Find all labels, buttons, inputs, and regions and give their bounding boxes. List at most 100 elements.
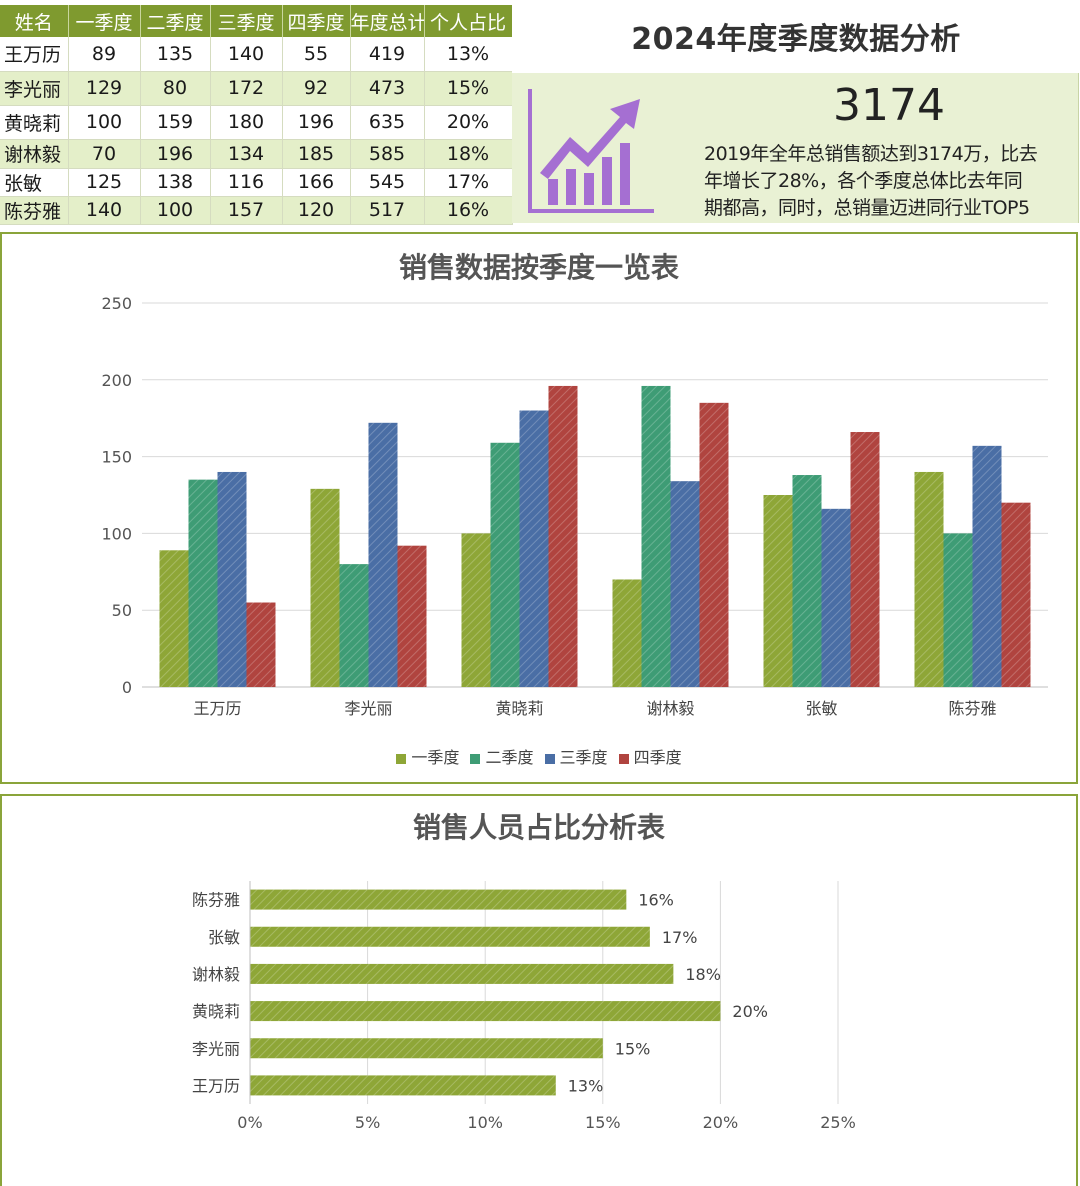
header-share[interactable]: 个人占比 — [424, 5, 513, 37]
cell-q3[interactable]: 116 — [210, 168, 283, 197]
cell-q3[interactable]: 134 — [210, 139, 283, 169]
chart-legend: 一季度 二季度 三季度 四季度 — [2, 744, 1076, 768]
cell-q4[interactable]: 120 — [282, 196, 351, 225]
table-row: 谢林毅 70 196 134 185 585 18% — [0, 139, 513, 169]
cell-q4[interactable]: 92 — [282, 71, 351, 106]
data-label: 18% — [685, 965, 721, 984]
x-tick-label: 黄晓莉 — [495, 699, 543, 718]
bar-texture — [217, 471, 247, 687]
bar-texture — [461, 533, 491, 687]
cell-q1[interactable]: 129 — [68, 71, 141, 106]
cell-share[interactable]: 13% — [424, 37, 513, 72]
legend-label: 一季度 — [411, 748, 460, 767]
cell-q2[interactable]: 100 — [140, 196, 211, 225]
cell-name[interactable]: 李光丽 — [0, 71, 69, 106]
legend-item[interactable]: 二季度 — [470, 744, 533, 768]
cell-q3[interactable]: 172 — [210, 71, 283, 106]
table-row: 张敏 125 138 116 166 545 17% — [0, 168, 513, 197]
cell-name[interactable]: 陈芬雅 — [0, 196, 69, 225]
legend-item[interactable]: 一季度 — [396, 744, 459, 768]
header-q4[interactable]: 四季度 — [282, 5, 351, 37]
x-tick-label: 5% — [355, 1113, 380, 1132]
cell-q1[interactable]: 125 — [68, 168, 141, 197]
cell-total[interactable]: 473 — [350, 71, 425, 106]
x-tick-label: 25% — [820, 1113, 856, 1132]
bar-texture — [699, 402, 729, 687]
summary-description: 2019年全年总销售额达到3174万，比去 年增长了28%，各个季度总体比去年同… — [704, 143, 1038, 219]
bar-texture — [763, 495, 793, 687]
cell-q4[interactable]: 166 — [282, 168, 351, 197]
x-tick-label: 15% — [585, 1113, 621, 1132]
bar-texture — [159, 550, 189, 687]
legend-label: 二季度 — [485, 748, 534, 767]
y-tick-label: 50 — [112, 601, 132, 620]
cell-q4[interactable]: 196 — [282, 105, 351, 140]
bar-texture — [850, 432, 880, 687]
cell-total[interactable]: 585 — [350, 139, 425, 169]
sales-data-table: 姓名 一季度 二季度 三季度 四季度 年度总计 个人占比 王万历 89 135 … — [0, 5, 513, 225]
quarterly-bar-chart: 0 50 100 150 200 250 王万历 李光丽 黄晓莉 谢林毅 张敏 陈芬雅 — [101, 294, 1048, 718]
bar-texture — [821, 508, 851, 687]
cell-q1[interactable]: 100 — [68, 105, 141, 140]
x-tick-label: 张敏 — [805, 699, 837, 718]
x-tick-label: 陈芬雅 — [948, 699, 996, 718]
cell-total[interactable]: 545 — [350, 168, 425, 197]
data-label: 16% — [638, 891, 674, 910]
legend-item[interactable]: 四季度 — [618, 744, 682, 768]
y-tick-label: 李光丽 — [192, 1039, 240, 1058]
cell-q2[interactable]: 138 — [140, 168, 211, 197]
bar-texture — [1001, 502, 1031, 687]
summary-body: 3174 2019年全年总销售额达到3174万，比去 年增长了28%，各个季度总… — [512, 73, 1079, 223]
cell-total[interactable]: 517 — [350, 196, 425, 225]
bar-texture — [310, 488, 340, 687]
cell-name[interactable]: 王万历 — [0, 37, 69, 72]
header-q3[interactable]: 三季度 — [210, 5, 283, 37]
share-bar-chart: 0% 5% 10% 15% 20% 25% 陈芬雅 16% 张敏 17% 谢林毅 18% 黄晓莉 20% 李… — [192, 881, 856, 1132]
cell-q2[interactable]: 80 — [140, 71, 211, 106]
cell-q2[interactable]: 196 — [140, 139, 211, 169]
cell-share[interactable]: 18% — [424, 139, 513, 169]
legend-swatch — [470, 753, 481, 764]
total-sales-number: 3174 — [833, 80, 945, 131]
bar-texture — [250, 1075, 556, 1096]
cell-q2[interactable]: 159 — [140, 105, 211, 140]
cell-q1[interactable]: 70 — [68, 139, 141, 169]
cell-share[interactable]: 17% — [424, 168, 513, 197]
cell-q3[interactable]: 140 — [210, 37, 283, 72]
cell-share[interactable]: 16% — [424, 196, 513, 225]
x-tick-label: 20% — [703, 1113, 739, 1132]
cell-q2[interactable]: 135 — [140, 37, 211, 72]
cell-name[interactable]: 谢林毅 — [0, 139, 69, 169]
table-row: 王万历 89 135 140 55 419 13% — [0, 37, 513, 72]
cell-q4[interactable]: 185 — [282, 139, 351, 169]
cell-name[interactable]: 黄晓莉 — [0, 105, 69, 140]
cell-q1[interactable]: 140 — [68, 196, 141, 225]
cell-q1[interactable]: 89 — [68, 37, 141, 72]
cell-share[interactable]: 20% — [424, 105, 513, 140]
cell-q3[interactable]: 180 — [210, 105, 283, 140]
bar-texture — [914, 471, 944, 687]
bar-texture — [250, 926, 650, 947]
bar-texture — [368, 422, 398, 687]
y-tick-label: 张敏 — [208, 928, 240, 947]
bar-texture — [250, 889, 627, 910]
cell-name[interactable]: 张敏 — [0, 168, 69, 197]
legend-label: 四季度 — [633, 748, 682, 767]
bar-texture — [397, 545, 427, 687]
x-tick-label: 10% — [467, 1113, 503, 1132]
cell-total[interactable]: 635 — [350, 105, 425, 140]
quarterly-bar-chart-panel: 销售数据按季度一览表 0 50 100 150 200 250 王万历 李光丽 黄晓莉 谢林毅 张敏… — [0, 232, 1078, 784]
chart-title: 销售人员占比分析表 — [412, 811, 665, 844]
cell-q3[interactable]: 157 — [210, 196, 283, 225]
bar-texture — [670, 481, 700, 687]
bar-texture — [972, 445, 1002, 687]
header-q1[interactable]: 一季度 — [68, 5, 141, 37]
cell-q4[interactable]: 55 — [282, 37, 351, 72]
header-total[interactable]: 年度总计 — [350, 5, 425, 37]
legend-item[interactable]: 三季度 — [544, 744, 608, 768]
header-name[interactable]: 姓名 — [0, 5, 69, 37]
header-q2[interactable]: 二季度 — [140, 5, 211, 37]
table-header-row: 姓名 一季度 二季度 三季度 四季度 年度总计 个人占比 — [0, 5, 513, 37]
cell-total[interactable]: 419 — [350, 37, 425, 72]
cell-share[interactable]: 15% — [424, 71, 513, 106]
